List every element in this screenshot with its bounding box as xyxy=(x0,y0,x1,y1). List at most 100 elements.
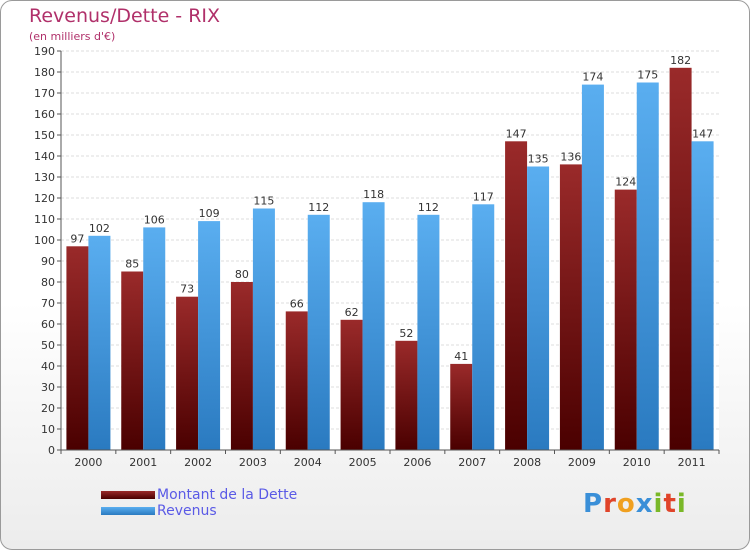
legend-swatch-revenus xyxy=(101,507,155,515)
chart-title: Revenus/Dette - RIX xyxy=(29,5,221,27)
bar-dette-2011 xyxy=(669,67,692,451)
data-label-revenus-2005: 118 xyxy=(363,188,384,201)
data-label-revenus-2010: 175 xyxy=(637,69,658,82)
bar-revenus-2003 xyxy=(252,208,275,450)
logo-letter: r xyxy=(603,489,617,519)
y-tick-label: 60 xyxy=(41,318,55,331)
bar-dette-2000 xyxy=(66,246,89,450)
data-label-dette-2002: 73 xyxy=(180,283,194,296)
chart-subtitle: (en milliers d'€) xyxy=(29,30,116,43)
data-label-revenus-2006: 112 xyxy=(418,201,439,214)
x-tick-label: 2011 xyxy=(678,456,706,469)
x-tick-label: 2002 xyxy=(184,456,212,469)
y-tick-label: 150 xyxy=(34,129,55,142)
logo-letter: i xyxy=(676,489,687,519)
data-label-revenus-2002: 109 xyxy=(199,207,220,220)
y-tick-label: 70 xyxy=(41,297,55,310)
data-label-revenus-2011: 147 xyxy=(692,127,713,140)
data-label-revenus-2003: 115 xyxy=(253,195,274,208)
legend-label-revenus: Revenus xyxy=(157,503,217,519)
logo-letter: o xyxy=(616,489,636,519)
data-label-dette-2003: 80 xyxy=(235,268,249,281)
y-tick-label: 140 xyxy=(34,150,55,163)
data-label-revenus-2004: 112 xyxy=(308,201,329,214)
logo-letter: t xyxy=(663,489,677,519)
y-tick-label: 160 xyxy=(34,108,55,121)
y-tick-label: 90 xyxy=(41,255,55,268)
legend-swatch-dette xyxy=(101,491,155,499)
x-tick-label: 2005 xyxy=(349,456,377,469)
data-label-revenus-2007: 117 xyxy=(473,190,494,203)
bar-dette-2009 xyxy=(559,164,582,450)
data-label-revenus-2000: 102 xyxy=(89,222,110,235)
y-tick-label: 0 xyxy=(48,444,55,457)
chart-legend: Montant de la Dette Revenus xyxy=(101,487,297,519)
x-tick-label: 2000 xyxy=(74,456,102,469)
logo-letter: P xyxy=(583,489,604,519)
legend-label-dette: Montant de la Dette xyxy=(157,487,298,503)
x-tick-label: 2004 xyxy=(294,456,322,469)
bar-revenus-2006 xyxy=(417,214,440,450)
data-label-dette-2009: 136 xyxy=(560,150,581,163)
proxiti-logo: Proxiti xyxy=(583,489,687,519)
x-tick-label: 2010 xyxy=(623,456,651,469)
bar-revenus-2004 xyxy=(307,214,330,450)
y-tick-label: 50 xyxy=(41,339,55,352)
data-label-dette-2004: 66 xyxy=(290,297,304,310)
data-label-revenus-2009: 174 xyxy=(582,71,603,84)
y-tick-label: 100 xyxy=(34,234,55,247)
x-tick-label: 2008 xyxy=(513,456,541,469)
x-tick-label: 2003 xyxy=(239,456,267,469)
bar-dette-2010 xyxy=(614,189,637,450)
y-tick-label: 10 xyxy=(41,423,55,436)
bar-revenus-2001 xyxy=(143,227,166,450)
bar-dette-2003 xyxy=(230,282,253,450)
bar-revenus-2007 xyxy=(472,204,495,450)
y-tick-label: 180 xyxy=(34,66,55,79)
y-tick-label: 190 xyxy=(34,45,55,58)
data-label-dette-2011: 182 xyxy=(670,54,691,67)
y-tick-label: 20 xyxy=(41,402,55,415)
bar-revenus-2002 xyxy=(198,221,221,450)
data-label-dette-2001: 85 xyxy=(125,258,139,271)
y-tick-label: 120 xyxy=(34,192,55,205)
bar-dette-2007 xyxy=(450,363,473,450)
data-label-dette-2005: 62 xyxy=(345,306,359,319)
y-tick-label: 40 xyxy=(41,360,55,373)
data-label-dette-2008: 147 xyxy=(506,127,527,140)
legend-item-revenus: Revenus xyxy=(101,503,297,519)
y-tick-label: 170 xyxy=(34,87,55,100)
data-label-revenus-2008: 135 xyxy=(528,153,549,166)
y-tick-label: 80 xyxy=(41,276,55,289)
bar-dette-2005 xyxy=(340,319,363,450)
legend-item-dette: Montant de la Dette xyxy=(101,487,297,503)
y-tick-label: 110 xyxy=(34,213,55,226)
bar-revenus-2010 xyxy=(636,82,659,450)
bar-dette-2004 xyxy=(285,311,308,450)
data-label-dette-2000: 97 xyxy=(70,232,84,245)
bar-dette-2002 xyxy=(176,296,199,450)
data-label-dette-2006: 52 xyxy=(399,327,413,340)
data-label-dette-2007: 41 xyxy=(454,350,468,363)
y-tick-label: 30 xyxy=(41,381,55,394)
bar-revenus-2005 xyxy=(362,202,385,450)
data-label-dette-2010: 124 xyxy=(615,176,636,189)
y-tick-label: 130 xyxy=(34,171,55,184)
logo-letter: x xyxy=(635,489,654,519)
x-tick-label: 2006 xyxy=(403,456,431,469)
bar-revenus-2011 xyxy=(691,141,714,451)
x-tick-label: 2009 xyxy=(568,456,596,469)
plot-area xyxy=(61,51,719,450)
bar-dette-2008 xyxy=(505,141,528,451)
bar-revenus-2000 xyxy=(88,235,111,450)
logo-letter: i xyxy=(653,489,664,519)
bar-dette-2006 xyxy=(395,340,418,450)
bar-dette-2001 xyxy=(121,271,144,450)
bar-revenus-2008 xyxy=(527,166,550,450)
x-tick-label: 2007 xyxy=(458,456,486,469)
bar-revenus-2009 xyxy=(581,84,604,450)
x-tick-label: 2001 xyxy=(129,456,157,469)
data-label-revenus-2001: 106 xyxy=(144,213,165,226)
